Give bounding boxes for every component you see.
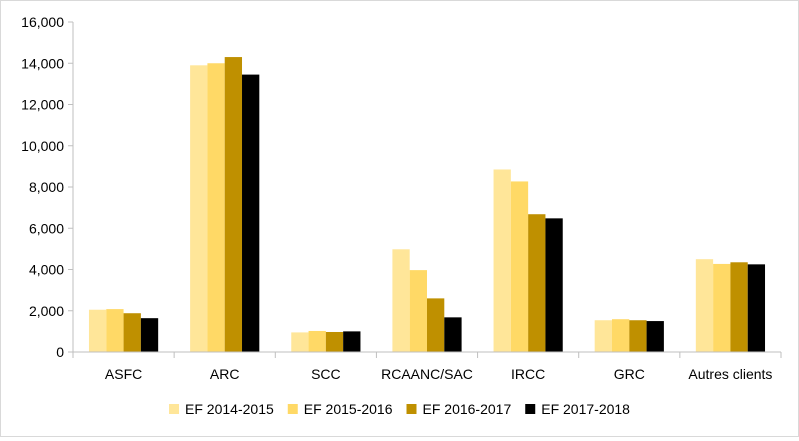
x-category-label: Autres clients: [688, 366, 772, 382]
y-tick-label: 16,000: [21, 14, 64, 30]
x-category-label: ASFC: [105, 366, 142, 382]
y-tick-label: 14,000: [21, 55, 64, 71]
bar: [528, 214, 546, 352]
x-category-label: IRCC: [511, 366, 545, 382]
y-tick-label: 0: [56, 344, 64, 360]
legend-label: EF 2017-2018: [541, 401, 630, 417]
bar: [510, 181, 529, 352]
bar: [308, 330, 326, 352]
y-tick-label: 4,000: [29, 262, 64, 278]
bar: [594, 320, 612, 352]
x-category-label: SCC: [311, 366, 341, 382]
legend-swatch: [525, 404, 536, 414]
bars: [88, 57, 766, 352]
legend: EF 2014-2015 EF 2015-2016 EF 2016-2017 EF 2…: [169, 401, 630, 417]
bar: [224, 57, 243, 352]
y-axis: 0 2,000 4,000 6,000 8,000 10,000 12,000 14,000 1…: [21, 14, 74, 360]
y-tick-label: 10,000: [21, 138, 64, 154]
bar: [730, 262, 748, 352]
legend-item: EF 2016-2017: [406, 401, 512, 417]
bar: [713, 263, 731, 352]
bar: [427, 298, 445, 352]
bar: [545, 218, 563, 352]
x-category-label: ARC: [210, 366, 240, 382]
bar: [123, 313, 141, 352]
bar: [629, 320, 647, 352]
bar: [444, 317, 462, 352]
legend-label: EF 2015-2016: [304, 401, 393, 417]
bar: [190, 65, 208, 352]
legend-item: EF 2014-2015: [169, 401, 274, 417]
bar: [106, 309, 124, 352]
bar: [409, 270, 427, 352]
y-tick-label: 12,000: [21, 97, 64, 113]
legend-item: EF 2017-2018: [525, 401, 630, 417]
bar: [646, 321, 664, 352]
bar: [291, 332, 309, 352]
bar: [392, 249, 410, 352]
bar: [207, 63, 225, 352]
bar: [140, 318, 159, 352]
bar: [325, 331, 344, 352]
x-category-label: RCAANC/SAC: [381, 366, 473, 382]
y-tick-label: 8,000: [29, 179, 64, 195]
legend-label: EF 2014-2015: [185, 401, 274, 417]
bar: [88, 309, 107, 352]
bar: [343, 331, 361, 352]
legend-swatch: [406, 404, 417, 414]
y-tick-label: 6,000: [29, 220, 64, 236]
legend-swatch: [169, 404, 180, 414]
bar: [611, 319, 630, 352]
x-category-label: GRC: [614, 366, 645, 382]
bar: [747, 264, 766, 352]
bar: [695, 259, 714, 352]
bar: [493, 169, 511, 352]
legend-swatch: [287, 404, 298, 414]
bar: [242, 74, 260, 352]
legend-item: EF 2015-2016: [287, 401, 393, 417]
x-axis: ASFC ARC SCC RCAANC/SAC IRCC GRC Autres client…: [72, 351, 782, 382]
y-tick-label: 2,000: [29, 303, 64, 319]
legend-label: EF 2016-2017: [423, 401, 512, 417]
